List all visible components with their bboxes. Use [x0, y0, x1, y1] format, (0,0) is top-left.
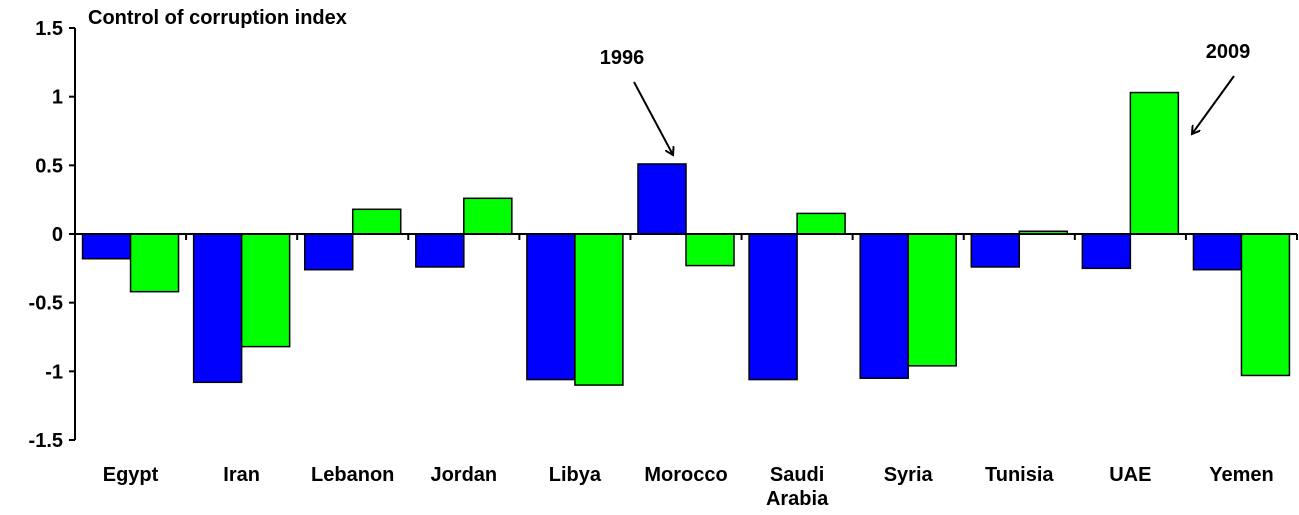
x-tick-label: Lebanon [311, 464, 394, 486]
bar-2009-uae [1129, 91, 1180, 235]
x-tick-label: Egypt [103, 464, 159, 486]
x-tick-label: Syria [884, 464, 934, 486]
bar-2009-morocco [685, 233, 735, 267]
bar-2009-saudi-arabia [796, 212, 846, 235]
bar-2009-libya [574, 233, 624, 386]
y-tick-label: 1.5 [35, 18, 63, 40]
axes-group [69, 27, 1298, 441]
series-label-1996: 1996 [600, 47, 645, 69]
y-tick-label: -1 [45, 361, 63, 383]
series-label-2009: 2009 [1206, 41, 1251, 63]
y-tick-label: 1 [52, 87, 63, 109]
bar-1996-jordan [415, 233, 465, 268]
x-tick-label: Morocco [644, 464, 727, 486]
tick-labels-group: 1.5 1 0.5 0 -0.5 -1 -1.5 Egypt Iran Lebanon Jordan… [29, 18, 1274, 510]
bar-1996-saudi-arabia [748, 233, 798, 381]
y-tick-label: -0.5 [29, 293, 63, 315]
bar-2009-lebanon [351, 208, 402, 235]
x-tick-label: Tunisia [985, 464, 1054, 486]
x-tick-label: Arabia [766, 488, 829, 510]
bar-2009-syria [907, 233, 957, 367]
bar-1996-morocco [637, 163, 687, 235]
bar-2009-egypt [129, 233, 180, 293]
bar-1996-lebanon [303, 233, 354, 271]
y-tick-label: 0 [52, 224, 63, 246]
bars-group [81, 91, 1291, 386]
bar-2009-iran [240, 233, 291, 348]
x-tick-label: Libya [549, 464, 602, 486]
bar-2009-yemen [1240, 233, 1291, 377]
arrow-2009 [1192, 75, 1235, 134]
arrow-1996 [633, 81, 673, 155]
y-tick-label: 0.5 [35, 155, 63, 177]
bar-2009-jordan [463, 197, 513, 235]
y-tick-label: -1.5 [29, 430, 63, 452]
bar-1996-iran [192, 233, 243, 384]
x-tick-label: Saudi [770, 464, 824, 486]
bar-1996-uae [1081, 233, 1132, 270]
bar-1996-tunisia [970, 233, 1021, 268]
annotations-group: 1996 2009 [600, 41, 1251, 155]
bar-1996-egypt [81, 233, 132, 260]
x-tick-label: Yemen [1209, 464, 1273, 486]
chart-title: Control of corruption index [88, 7, 347, 29]
x-tick-label: Jordan [430, 464, 497, 486]
x-tick-label: Iran [223, 464, 260, 486]
bar-1996-libya [526, 233, 576, 381]
x-tick-label: UAE [1109, 464, 1151, 486]
bar-1996-syria [859, 233, 909, 379]
bar-1996-yemen [1192, 233, 1243, 271]
